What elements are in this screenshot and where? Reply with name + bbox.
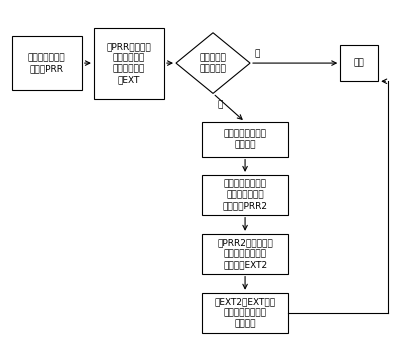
Text: 对PRR进行消光
系数反演，得
到原始消光系
数EXT: 对PRR进行消光 系数反演，得 到原始消光系 数EXT [106,42,151,84]
FancyBboxPatch shape [339,45,377,81]
Text: 利用样条插值得到
原云层区间的数
据，得到PRR2: 利用样条插值得到 原云层区间的数 据，得到PRR2 [222,179,267,211]
Text: 将云层区域对应的
数据剔除: 将云层区域对应的 数据剔除 [223,129,266,149]
FancyBboxPatch shape [201,293,288,333]
Text: 判断是否含
有中低云层: 判断是否含 有中低云层 [199,53,226,73]
FancyBboxPatch shape [201,175,288,215]
Text: 用EXT2对EXT进行
修正，得到最终的
消光系数: 用EXT2对EXT进行 修正，得到最终的 消光系数 [214,297,275,328]
Text: 根据雷达数据文
件得到PRR: 根据雷达数据文 件得到PRR [28,53,65,73]
FancyBboxPatch shape [93,27,164,98]
FancyBboxPatch shape [201,234,288,274]
FancyBboxPatch shape [12,36,82,90]
Text: 否: 否 [253,49,259,58]
Text: 是: 是 [217,100,223,109]
Text: 对PRR2进行消光系
数反演，得到新的
消光系数EXT2: 对PRR2进行消光系 数反演，得到新的 消光系数EXT2 [217,238,272,269]
Polygon shape [176,33,249,93]
Text: 结束: 结束 [353,58,364,68]
FancyBboxPatch shape [201,122,288,157]
